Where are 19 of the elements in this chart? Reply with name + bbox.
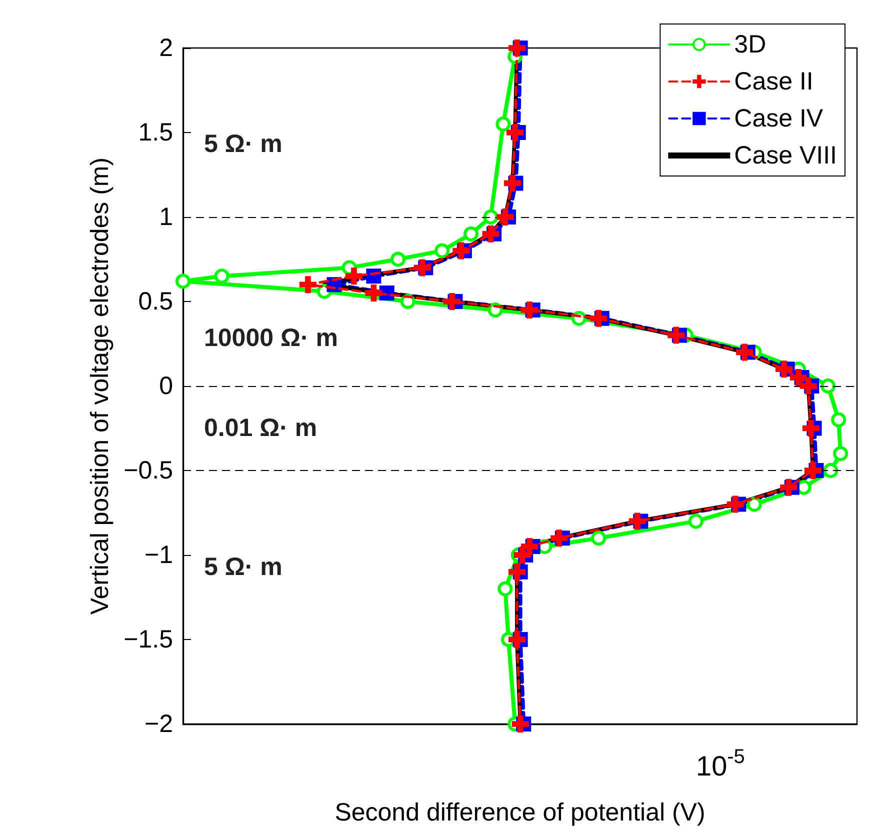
legend-label: Case VIII [734, 142, 838, 170]
legend-label: Case II [734, 68, 814, 96]
annotation: 10000 Ω· m [204, 324, 338, 352]
annotation: 0.01 Ω· m [204, 414, 318, 442]
legend-label: 3D [734, 30, 766, 58]
y-tick-label: −1.5 [124, 626, 173, 654]
annotation: 5 Ω· m [204, 553, 282, 581]
x-axis-title: Second difference of potential (V) [334, 798, 706, 826]
y-tick-label: 1 [159, 203, 173, 231]
y-tick-label: −1 [144, 541, 173, 569]
y-tick-label: 0.5 [138, 288, 173, 316]
y-tick-label: 0 [159, 372, 173, 400]
y-axis-title: Vertical position of voltage electrodes (m) [86, 157, 114, 615]
y-tick-label: 1.5 [138, 118, 173, 146]
y-tick-label: −0.5 [124, 456, 173, 484]
y-tick-label: −2 [144, 710, 173, 738]
y-tick-label: 2 [159, 34, 173, 62]
legend-label: Case IV [734, 104, 824, 132]
annotation: 5 Ω· m [204, 130, 282, 158]
